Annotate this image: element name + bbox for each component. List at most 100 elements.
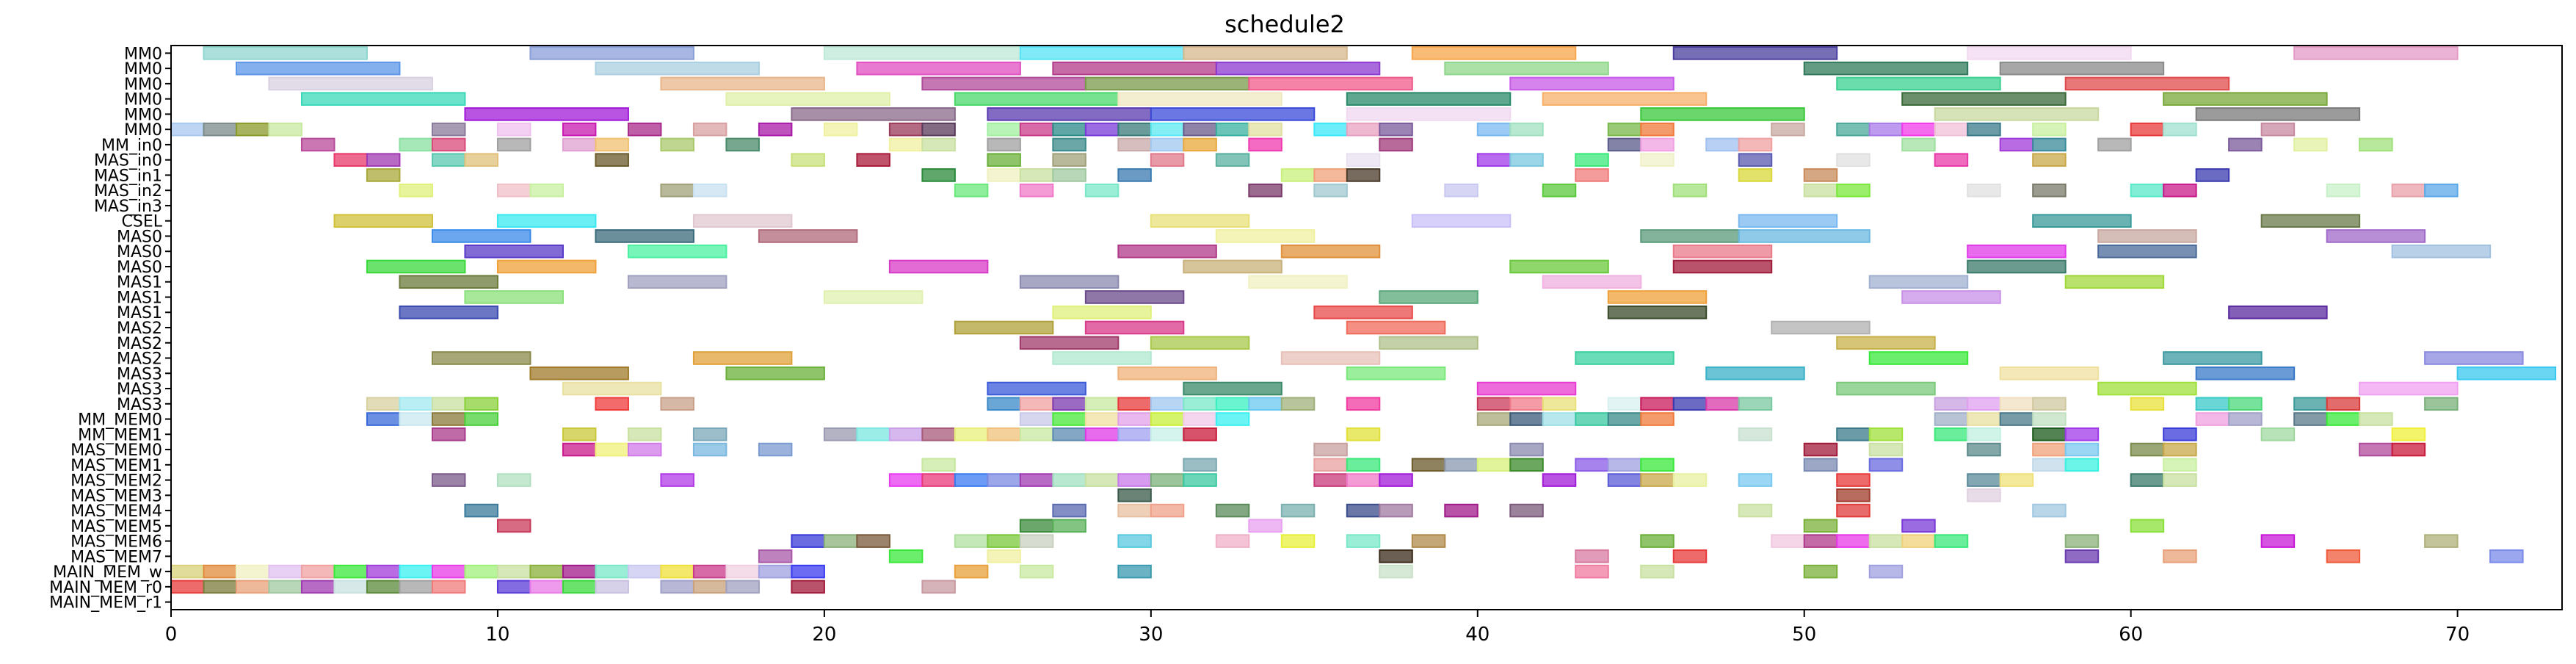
gantt-bar <box>1117 244 1217 259</box>
bars-layer <box>170 46 2557 594</box>
plot-frame <box>170 45 2563 610</box>
gantt-bar <box>1052 305 1152 320</box>
y-tick-label: MAS2 <box>117 335 162 353</box>
gantt-bar <box>856 153 890 167</box>
gantt-bar <box>1346 534 1381 548</box>
gantt-bar <box>2326 183 2361 198</box>
gantt-bar <box>1084 412 1120 426</box>
gantt-bar <box>1052 122 1086 137</box>
gantt-bar <box>1967 122 2001 137</box>
gantt-bar <box>1868 442 1904 457</box>
gantt-bar <box>203 564 237 579</box>
gantt-bar <box>464 397 498 411</box>
gantt-bar <box>2228 397 2263 411</box>
x-tick-label: 50 <box>1792 624 1816 646</box>
gantt-bar <box>1803 519 1838 533</box>
gantt-bar <box>725 366 825 380</box>
gantt-bar <box>399 275 498 289</box>
gantt-bar <box>823 427 858 441</box>
gantt-bar <box>268 76 433 91</box>
gantt-bar <box>987 153 1021 167</box>
gantt-bar <box>1019 183 1054 198</box>
gantt-bar <box>1476 122 1512 137</box>
gantt-bar <box>1934 427 1969 441</box>
gantt-bar <box>366 580 401 594</box>
gantt-bar <box>2163 427 2197 441</box>
gantt-bar <box>2195 412 2230 426</box>
gantt-bar <box>2130 442 2165 457</box>
gantt-bar <box>2260 427 2296 441</box>
gantt-bar <box>496 259 597 274</box>
gantt-bar <box>1607 137 1642 152</box>
y-tick-label: MAS3 <box>117 396 162 414</box>
gantt-bar <box>1183 46 1348 60</box>
gantt-bar <box>1379 336 1479 350</box>
gantt-bar <box>1052 61 1217 76</box>
gantt-bar <box>431 427 466 441</box>
gantt-bar <box>1052 519 1086 533</box>
gantt-bar <box>399 305 498 320</box>
gantt-bar <box>2097 137 2132 152</box>
gantt-bar <box>725 137 760 152</box>
gantt-bar <box>1150 107 1316 121</box>
gantt-bar <box>1052 412 1086 426</box>
gantt-bar <box>1967 412 2001 426</box>
gantt-bar <box>1509 442 1544 457</box>
gantt-bar <box>1738 397 1773 411</box>
gantt-bar <box>1346 92 1512 106</box>
gantt-bar <box>1346 427 1381 441</box>
gantt-bar <box>595 397 629 411</box>
gantt-bar <box>1640 564 1675 579</box>
gantt-bar <box>2097 244 2197 259</box>
gantt-bar <box>431 564 466 579</box>
gantt-bar <box>1248 519 1282 533</box>
gantt-bar <box>987 122 1021 137</box>
gantt-bar <box>954 427 989 441</box>
gantt-bar <box>823 534 858 548</box>
gantt-bar <box>300 137 335 152</box>
gantt-bar <box>627 427 662 441</box>
gantt-bar <box>2064 275 2165 289</box>
gantt-bar <box>1150 214 1250 228</box>
gantt-bar <box>1575 458 1609 472</box>
gantt-bar <box>1738 427 1773 441</box>
gantt-bar <box>791 534 825 548</box>
gantt-bar <box>1117 488 1152 502</box>
y-tick-label: MM_MEM0 <box>78 411 162 430</box>
x-tick-label: 60 <box>2119 624 2143 646</box>
gantt-bar <box>660 183 694 198</box>
gantt-bar <box>1019 412 1054 426</box>
gantt-bar <box>758 122 793 137</box>
gantt-bar <box>431 122 466 137</box>
gantt-bar <box>464 564 498 579</box>
gantt-bar <box>1509 458 1544 472</box>
gantt-bar <box>1999 61 2165 76</box>
gantt-bar <box>496 564 531 579</box>
gantt-bar <box>2424 351 2524 365</box>
gantt-bar <box>1084 122 1120 137</box>
gantt-bar <box>954 534 989 548</box>
gantt-bar <box>529 183 564 198</box>
gantt-bar <box>300 92 466 106</box>
gantt-bar <box>1999 137 2034 152</box>
gantt-bar <box>921 427 956 441</box>
gantt-bar <box>2260 214 2361 228</box>
gantt-bar <box>1607 122 1642 137</box>
gantt-bar <box>1215 397 1250 411</box>
gantt-bar <box>203 46 368 60</box>
gantt-bar <box>2064 76 2230 91</box>
gantt-bar <box>1476 412 1512 426</box>
gantt-bar <box>2032 458 2067 472</box>
gantt-bar <box>987 107 1152 121</box>
gantt-bar <box>1248 122 1282 137</box>
gantt-bar <box>2130 397 2165 411</box>
gantt-bar <box>235 580 270 594</box>
gantt-bar <box>1738 214 1838 228</box>
y-tick-label: MAS_MEM2 <box>70 472 162 491</box>
gantt-bar <box>203 122 237 137</box>
gantt-bar <box>529 46 694 60</box>
gantt-bar <box>888 259 989 274</box>
gantt-bar <box>660 76 825 91</box>
y-tick-label: MAS_MEM1 <box>70 457 162 475</box>
